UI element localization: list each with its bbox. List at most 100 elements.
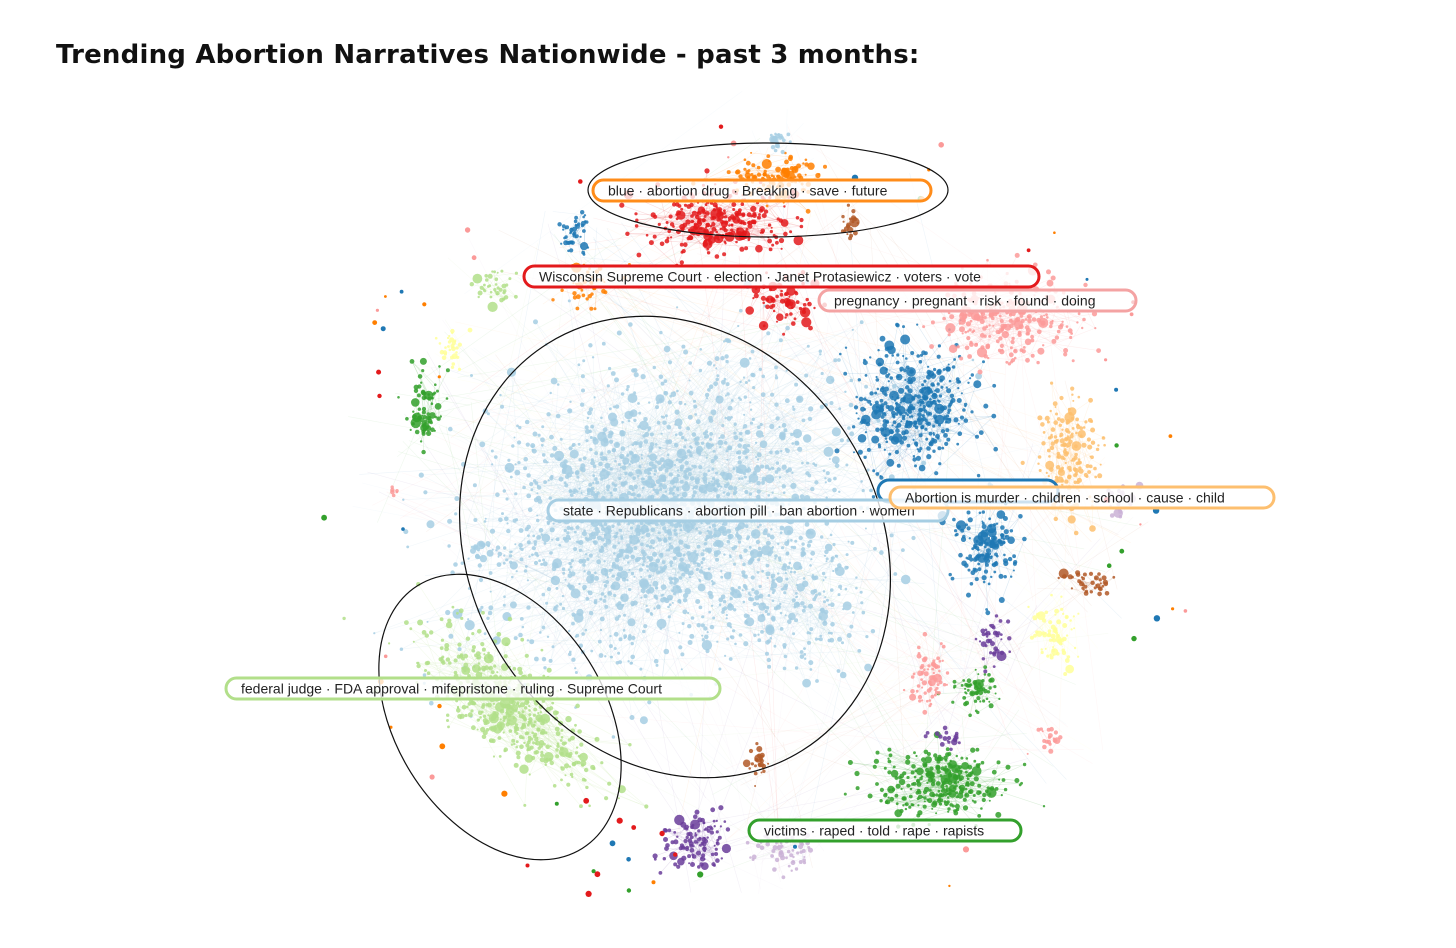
network-node (774, 450, 780, 455)
network-edge (450, 360, 584, 637)
network-node (552, 445, 558, 451)
network-edge (401, 507, 674, 650)
network-edge (765, 309, 996, 653)
network-node (714, 356, 720, 362)
network-node (597, 639, 602, 644)
network-node (859, 320, 864, 325)
network-node (725, 617, 728, 620)
network-node (778, 476, 782, 479)
network-node (687, 624, 692, 629)
network-node (695, 599, 701, 604)
network-edge (689, 676, 947, 868)
network-node (601, 341, 606, 346)
network-edge (445, 426, 472, 553)
network-node (509, 561, 518, 570)
network-edge (528, 449, 700, 497)
network-node (491, 463, 494, 466)
network-edge (974, 292, 1034, 602)
network-node (524, 419, 530, 425)
network-node (754, 441, 758, 444)
network-node (749, 421, 754, 425)
network-node (801, 608, 806, 613)
network-node (506, 367, 517, 377)
network-node (594, 451, 599, 456)
network-node (678, 576, 683, 580)
network-node (514, 469, 521, 476)
network-node (698, 368, 703, 373)
network-edge (872, 626, 1048, 688)
network-node (702, 472, 708, 478)
network-node (681, 458, 684, 462)
network-node (652, 551, 657, 557)
network-node (715, 557, 720, 562)
network-node (823, 554, 827, 557)
network-node (846, 633, 852, 638)
network-edge (666, 415, 670, 550)
network-node (545, 601, 549, 605)
network-edge (751, 130, 974, 682)
network-edge (703, 536, 708, 560)
network-node (542, 558, 546, 562)
network-node (694, 477, 701, 483)
network-node (729, 626, 732, 629)
network-node (690, 446, 693, 449)
network-node (503, 595, 506, 598)
network-node (610, 494, 614, 497)
network-node (879, 550, 884, 555)
network-node (525, 442, 530, 447)
network-node (971, 358, 975, 362)
network-node (561, 606, 566, 611)
network-node (686, 449, 691, 453)
network-node (751, 417, 755, 421)
network-node (792, 405, 795, 408)
network-node (838, 407, 842, 411)
network-node (537, 433, 541, 437)
network-node (590, 424, 595, 429)
network-node (581, 632, 585, 636)
network-node (488, 605, 494, 611)
network-node (578, 582, 581, 586)
network-node (733, 486, 738, 491)
network-node (684, 481, 689, 485)
network-edge (587, 524, 724, 560)
network-node (712, 449, 716, 453)
network-node (820, 371, 824, 376)
network-node (669, 522, 674, 527)
network-edge (451, 419, 1090, 478)
network-node (786, 551, 790, 555)
network-node (739, 437, 743, 442)
network-node (686, 529, 691, 533)
network-node (728, 533, 734, 539)
network-node (578, 458, 582, 462)
network-node (663, 478, 667, 482)
network-node (526, 579, 530, 582)
network-edge (777, 462, 808, 499)
network-node (715, 367, 718, 370)
network-node (712, 364, 716, 367)
network-node (549, 476, 554, 481)
network-node (726, 458, 729, 461)
network-node (453, 562, 458, 567)
network-node (536, 484, 539, 487)
network-node (721, 424, 725, 428)
network-node (620, 593, 629, 602)
network-node (726, 392, 730, 396)
network-node (857, 649, 862, 653)
network-node (633, 484, 638, 489)
network-node (725, 359, 729, 364)
network-edge (445, 329, 471, 348)
network-node (730, 399, 734, 402)
network-node (684, 460, 689, 465)
network-node (609, 467, 613, 471)
network-node (629, 549, 632, 553)
network-node (755, 456, 758, 458)
network-node (645, 608, 650, 613)
network-node (647, 700, 652, 705)
network-node (796, 395, 804, 403)
network-node (681, 435, 685, 440)
network-edge (677, 399, 741, 471)
network-node (658, 398, 663, 403)
network-edge (402, 503, 769, 617)
network-edge (492, 450, 566, 462)
network-node (808, 660, 814, 666)
